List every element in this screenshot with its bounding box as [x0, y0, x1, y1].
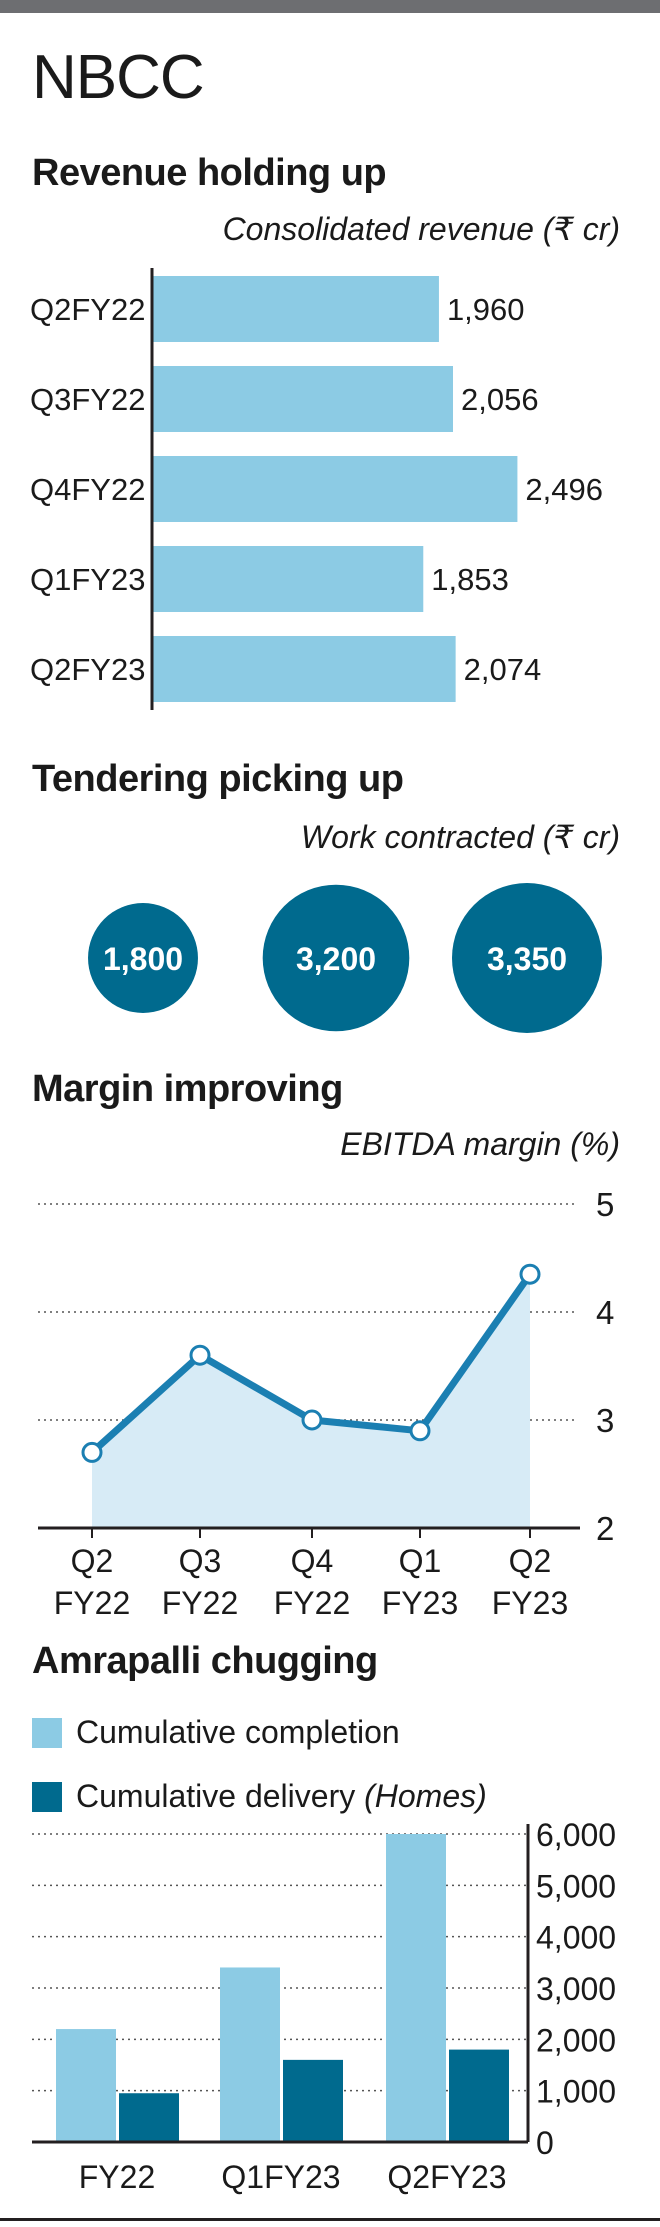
margin-xtick-q3-fy22: Q3 [179, 1543, 222, 1579]
amrapalli-ytick-2000: 2,000 [536, 2022, 616, 2058]
revenue-bar-q4fy22 [152, 456, 518, 522]
margin-xtick-year-2: FY22 [162, 1585, 238, 1621]
amrapalli-ytick-1000: 1,000 [536, 2074, 616, 2110]
amrapalli-bar-completion-fy22 [56, 2029, 116, 2142]
revenue-category-q1fy23: Q1FY23 [30, 562, 145, 597]
revenue-category-q2fy23: Q2FY23 [30, 652, 145, 687]
amrapalli-bar-delivery-q2fy23 [449, 2049, 509, 2142]
revenue-category-q3fy22: Q3FY22 [30, 382, 145, 417]
amrapalli-xtick-fy22: FY22 [79, 2159, 155, 2195]
margin-xtick-year-1: FY22 [54, 1585, 130, 1621]
revenue-value-label-q2fy22: 1,960 [447, 292, 525, 327]
revenue-bar-q3fy22 [152, 366, 453, 432]
legend-unit: (Homes) [364, 1778, 487, 1814]
margin-xtick-year-4: FY23 [382, 1585, 458, 1621]
margin-ytick-3: 3 [596, 1402, 614, 1439]
tender-bubble-3 [452, 883, 602, 1033]
margin-xtick-q2-fy23: Q2 [509, 1543, 552, 1579]
amrapalli-xtick-q1fy23: Q1FY23 [221, 2159, 340, 2195]
revenue-bar-q2fy23 [152, 636, 456, 702]
tender-bubble-1 [88, 903, 198, 1013]
revenue-bar-q2fy22 [152, 276, 439, 342]
margin-point-4 [409, 1420, 431, 1442]
margin-ytick-2: 2 [596, 1510, 614, 1547]
margin-xtick-year-5: FY23 [492, 1585, 568, 1621]
margin-xtick-q4-fy22: Q4 [291, 1543, 334, 1579]
tendering-subtitle: Work contracted (₹ cr) [300, 819, 620, 855]
legend-completion: Cumulative completion [32, 1714, 400, 1751]
tender-value-label-1: 1,800 [103, 941, 183, 977]
top-rule [0, 0, 660, 13]
revenue-value-label-q3fy22: 2,056 [461, 382, 539, 417]
margin-xtick-q1-fy23: Q1 [399, 1543, 442, 1579]
legend-delivery: Cumulative delivery (Homes) [32, 1778, 487, 1815]
revenue-subtitle: Consolidated revenue (₹ cr) [222, 211, 620, 247]
legend-swatch-completion [32, 1717, 62, 1748]
legend-swatch-delivery [32, 1781, 62, 1812]
amrapalli-title: Amrapalli chugging [32, 1640, 378, 1682]
margin-point-3 [301, 1409, 323, 1431]
margin-subtitle: EBITDA margin (%) [340, 1126, 620, 1162]
margin-ytick-4: 4 [596, 1294, 614, 1331]
revenue-category-q4fy22: Q4FY22 [30, 472, 145, 507]
margin-title: Margin improving [32, 1068, 343, 1110]
amrapalli-xtick-q2fy23: Q2FY23 [387, 2159, 506, 2195]
page-title: NBCC [32, 43, 205, 112]
margin-point-1 [81, 1441, 103, 1463]
revenue-value-label-q2fy23: 2,074 [464, 652, 542, 687]
revenue-title: Revenue holding up [32, 152, 387, 194]
revenue-bar-q1fy23 [152, 546, 424, 612]
amrapalli-bar-delivery-fy22 [119, 2093, 179, 2142]
bottom-rule [0, 2218, 660, 2221]
amrapalli-bar-completion-q2fy23 [386, 1834, 446, 2142]
amrapalli-ytick-4000: 4,000 [536, 1920, 616, 1956]
amrapalli-ytick-3000: 3,000 [536, 1971, 616, 2007]
margin-xtick-year-3: FY22 [274, 1585, 350, 1621]
tendering-title: Tendering picking up [32, 758, 404, 800]
amrapalli-ytick-6000: 6,000 [536, 1817, 616, 1853]
revenue-category-q2fy22: Q2FY22 [30, 292, 145, 327]
margin-ytick-5: 5 [596, 1186, 614, 1223]
margin-point-2 [189, 1344, 211, 1366]
legend-label-delivery: Cumulative delivery [76, 1778, 356, 1814]
amrapalli-bar-completion-q1fy23 [220, 1967, 280, 2142]
margin-xtick-q2-fy22: Q2 [71, 1543, 114, 1579]
legend-label-completion: Cumulative completion [76, 1714, 400, 1750]
tender-value-label-2: 3,200 [296, 941, 376, 977]
margin-area-fill [92, 1274, 530, 1528]
margin-point-5 [519, 1263, 541, 1285]
amrapalli-bar-delivery-q1fy23 [283, 2059, 343, 2142]
revenue-value-label-q4fy22: 2,496 [525, 472, 603, 507]
tender-value-label-3: 3,350 [487, 941, 567, 977]
revenue-value-label-q1fy23: 1,853 [431, 562, 509, 597]
amrapalli-ytick-5000: 5,000 [536, 1868, 616, 1904]
amrapalli-ytick-0: 0 [536, 2125, 554, 2161]
tender-bubble-2 [262, 884, 410, 1032]
